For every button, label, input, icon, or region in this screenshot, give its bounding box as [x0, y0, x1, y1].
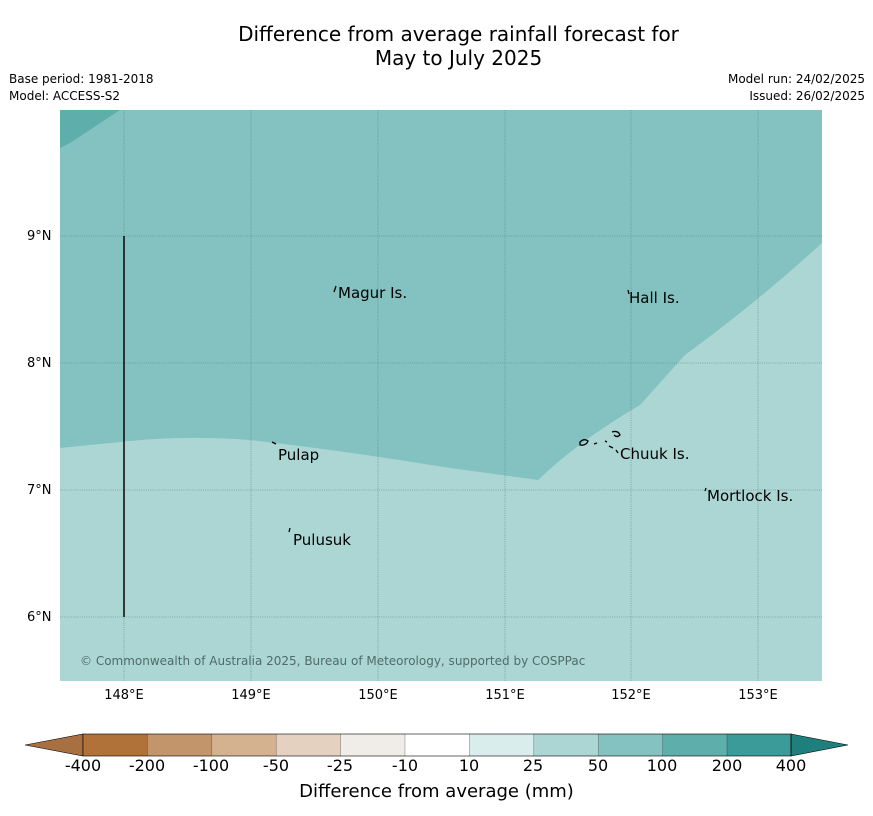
colorbar-bin-11 — [727, 734, 791, 756]
mortlock-island-shape — [704, 487, 707, 492]
place-mortlock: Mortlock Is. — [707, 487, 794, 505]
pulap-island-shape — [271, 441, 277, 445]
colorbar-label-50: 50 — [587, 756, 609, 775]
colorbar-extend-low — [25, 733, 84, 757]
lat-label-8: 8°N — [27, 356, 52, 371]
place-chuuk: Chuuk Is. — [620, 445, 690, 463]
band-100-200 — [60, 110, 120, 148]
right-metadata: Model run: 24/02/2025 Issued: 26/02/2025 — [728, 71, 865, 105]
place-pulusuk: Pulusuk — [293, 531, 351, 549]
colorbar-dividers — [147, 734, 728, 756]
chuuk-lagoon-shape — [579, 430, 621, 454]
title-line-1: Difference from average rainfall forecas… — [238, 22, 679, 46]
colorbar-bin-7 — [469, 734, 534, 756]
colorbar-bin-6 — [405, 734, 470, 756]
pulusuk-island-shape — [288, 527, 291, 533]
colorbar-label-neg25: -25 — [326, 756, 354, 775]
colorbar-label-10: 10 — [458, 756, 480, 775]
colorbar-title: Difference from average (mm) — [299, 781, 574, 802]
colorbar-bin-4 — [276, 734, 341, 756]
colorbar-bin-8 — [533, 734, 599, 756]
lat-label-9: 9°N — [27, 229, 52, 244]
colorbar-bin-2 — [147, 734, 212, 756]
colorbar-label-neg200: -200 — [128, 756, 166, 775]
base-period: Base period: 1981-2018 — [9, 72, 154, 86]
lat-label-7: 7°N — [27, 483, 52, 498]
copyright-notice: © Commonwealth of Australia 2025, Bureau… — [80, 654, 586, 668]
colorbar-label-100: 100 — [646, 756, 678, 775]
island-outlines — [271, 285, 707, 533]
colorbar-label-25: 25 — [522, 756, 544, 775]
hall-island-shape — [627, 289, 630, 295]
model-name: Model: ACCESS-S2 — [9, 89, 121, 103]
lon-label-148: 148°E — [104, 688, 144, 703]
model-run-date: Model run: 24/02/2025 — [727, 72, 865, 86]
colorbar-bin-1 — [83, 734, 148, 756]
lat-label-6: 6°N — [27, 610, 52, 625]
lon-label-153: 153°E — [738, 688, 778, 703]
colorbar-bin-3 — [211, 734, 277, 756]
colorbar-bin-10 — [662, 734, 727, 756]
colorbar-label-400: 400 — [775, 756, 807, 775]
band-50-100 — [60, 110, 822, 480]
map-title: Difference from average rainfall forecas… — [0, 22, 873, 70]
colorbar-bin-5 — [340, 734, 405, 756]
colorbar — [25, 733, 849, 757]
colorbar-bin-9 — [598, 734, 663, 756]
colorbar-label-neg50: -50 — [262, 756, 290, 775]
colorbar-label-neg400: -400 — [64, 756, 102, 775]
colorbar-frame — [82, 733, 792, 757]
lon-label-152: 152°E — [611, 688, 651, 703]
place-pulap: Pulap — [278, 446, 320, 464]
title-line-2: May to July 2025 — [374, 46, 543, 70]
colorbar-label-200: 200 — [711, 756, 743, 775]
colorbar-extend-high — [790, 733, 849, 757]
rainfall-map[interactable] — [60, 110, 822, 681]
issued-date: Issued: 26/02/2025 — [749, 89, 865, 103]
place-hall: Hall Is. — [629, 289, 680, 307]
lon-label-149: 149°E — [231, 688, 271, 703]
colorbar-label-neg10: -10 — [391, 756, 419, 775]
left-metadata: Base period: 1981-2018 Model: ACCESS-S2 — [9, 71, 154, 105]
magur-island-shape — [333, 285, 337, 293]
lon-label-151: 151°E — [485, 688, 525, 703]
colorbar-label-neg100: -100 — [192, 756, 230, 775]
place-magur: Magur Is. — [338, 284, 408, 302]
lon-label-150: 150°E — [358, 688, 398, 703]
